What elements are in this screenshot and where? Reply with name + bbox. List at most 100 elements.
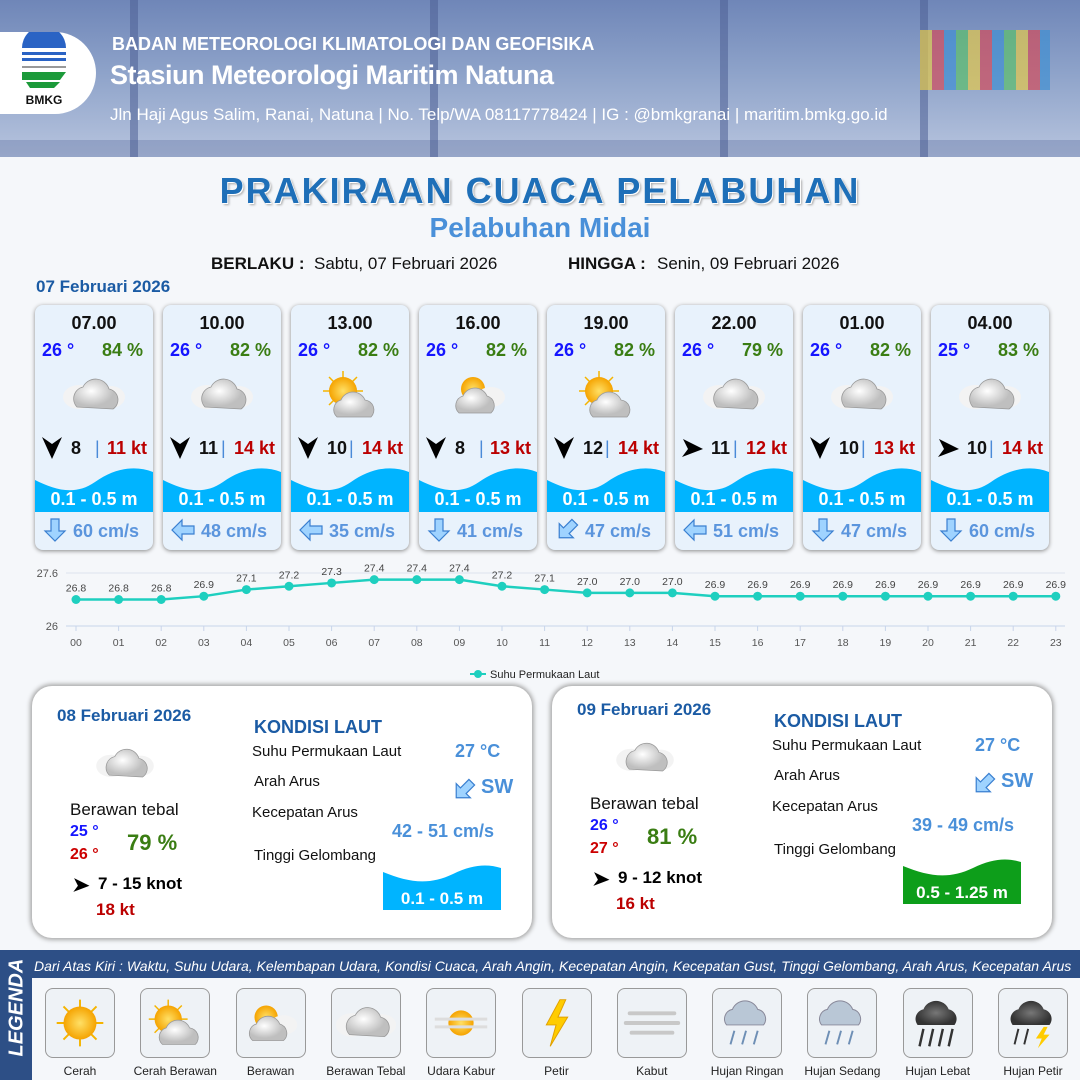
humidity: 81 %: [647, 824, 698, 849]
wind-speed: 11: [199, 438, 219, 458]
weather-berawan-tebal-icon: [92, 738, 158, 795]
data-label: 27.2: [279, 569, 300, 581]
weather-cerah-berawan-icon: [315, 367, 385, 423]
data-point: [667, 588, 677, 598]
x-tick-label: 22: [1007, 637, 1019, 649]
legend-cloud-icon: [330, 988, 401, 1058]
humidity: 82 %: [485, 340, 527, 360]
wave-height: 0.1 - 0.5 m: [434, 489, 522, 509]
legend-marker: [474, 670, 482, 678]
temp-max: 27 °: [590, 840, 619, 857]
wave-shape: [163, 468, 281, 512]
data-label: 26.9: [1003, 579, 1024, 591]
x-tick-label: 06: [326, 637, 338, 649]
data-label: 27.0: [577, 576, 598, 588]
air-temperature: 26 °: [554, 340, 587, 360]
data-point: [497, 581, 507, 591]
legend-rain-icon: [807, 988, 878, 1058]
current-speed: 60 cm/s: [73, 521, 140, 541]
data-label: 26.8: [151, 583, 172, 595]
sst-value: 27 °C: [455, 741, 501, 761]
data-label: 26.9: [1046, 579, 1067, 591]
data-label: 26.9: [747, 579, 768, 591]
valid-from-date: Sabtu, 07 Februari 2026: [314, 254, 498, 273]
wave-shape: [547, 468, 665, 512]
temp-min: 26 °: [590, 817, 619, 834]
current-direction: SW: [1001, 770, 1034, 792]
legend-item-label: Berawan Tebal: [326, 1064, 406, 1078]
forecast-time: 04.00: [967, 313, 1013, 333]
weather-berawan-tebal-icon: [59, 367, 129, 423]
logo-text: BMKG: [26, 93, 63, 107]
legend-item-label: Hujan Sedang: [804, 1064, 881, 1078]
data-point: [582, 588, 592, 598]
data-label: 27.4: [449, 563, 470, 575]
daily-panel: 08 Februari 2026 Berawan tebal 25 ° 26 °…: [32, 686, 532, 938]
air-temperature: 26 °: [42, 340, 75, 360]
x-tick-label: 16: [752, 637, 764, 649]
legend-berawan-icon: [235, 988, 306, 1058]
x-tick-label: 02: [155, 637, 167, 649]
x-tick-label: 10: [496, 637, 508, 649]
valid-from-label: BERLAKU :: [211, 254, 305, 273]
x-tick-label: 17: [794, 637, 806, 649]
bmkg-logo: BMKG: [0, 26, 96, 114]
legend-rainheavy-icon: [902, 988, 973, 1058]
wave-height: 0.1 - 0.5 m: [50, 489, 138, 509]
wind-speed: 10: [327, 438, 348, 458]
current-speed: 47 cm/s: [585, 521, 652, 541]
x-tick-label: 01: [113, 637, 125, 649]
valid-to-label: HINGGA :: [568, 254, 646, 273]
wave-shape: [419, 468, 537, 512]
data-label: 27.4: [407, 563, 428, 575]
x-tick-label: 09: [454, 637, 466, 649]
wave-height-label: Tinggi Gelombang: [774, 841, 897, 858]
current-speed: 39 - 49 cm/s: [912, 815, 1015, 835]
current-dir-label: Arah Arus: [774, 767, 840, 784]
current-direction-icon: [683, 518, 707, 542]
gust-speed: 14 kt: [617, 438, 659, 458]
data-label: 26.8: [108, 583, 129, 595]
hourly-card: 22.00 26 ° 79 % 11 | 12 kt 0.1 - 0.5 m 5…: [675, 305, 793, 550]
station-name: Stasiun Meteorologi Maritim Natuna: [110, 60, 554, 90]
data-point: [1051, 591, 1061, 601]
hourly-card: 01.00 26 ° 82 % 10 | 13 kt 0.1 - 0.5 m 4…: [803, 305, 921, 550]
data-label: 27.4: [364, 563, 385, 575]
weather-berawan-tebal-icon: [955, 367, 1025, 423]
data-label: 26.9: [833, 579, 854, 591]
wave-height: 0.1 - 0.5 m: [562, 489, 650, 509]
forecast-time: 19.00: [583, 313, 629, 333]
day1-date: 07 Februari 2026: [36, 277, 171, 296]
data-point: [454, 575, 464, 585]
sea-condition-title: KONDISI LAUT: [254, 717, 382, 737]
wave-height: 0.1 - 0.5 m: [306, 489, 394, 509]
sst-value: 27 °C: [975, 735, 1021, 755]
humidity: 82 %: [869, 340, 911, 360]
data-point: [625, 588, 635, 598]
current-direction-icon: [811, 518, 835, 542]
x-tick-label: 04: [241, 637, 253, 649]
legend-item-label: Hujan Ringan: [710, 1064, 784, 1078]
wind-direction-icon: [169, 435, 191, 461]
separator: |: [989, 438, 994, 458]
x-tick-label: 21: [965, 637, 977, 649]
current-speed: 48 cm/s: [201, 521, 268, 541]
data-point: [540, 585, 550, 595]
weather-berawan-tebal-icon: [612, 732, 678, 789]
data-point: [114, 595, 124, 604]
daily-panel: 09 Februari 2026 Berawan tebal 26 ° 27 °…: [552, 686, 1052, 938]
data-point: [241, 585, 251, 595]
wave-shape: [383, 865, 501, 910]
x-tick-label: 20: [922, 637, 934, 649]
weather-label: Berawan tebal: [70, 800, 179, 819]
separator: |: [95, 438, 100, 458]
current-speed: 35 cm/s: [329, 521, 396, 541]
weather-cerah-berawan-icon: [571, 367, 641, 423]
x-tick-label: 14: [667, 637, 679, 649]
wave-shape: [675, 468, 793, 512]
sst-label: Suhu Permukaan Laut: [252, 743, 402, 760]
current-direction-icon: [43, 518, 67, 542]
x-tick-label: 15: [709, 637, 721, 649]
legend-item-label: Cerah Berawan: [133, 1064, 217, 1078]
current-speed: 51 cm/s: [713, 521, 780, 541]
